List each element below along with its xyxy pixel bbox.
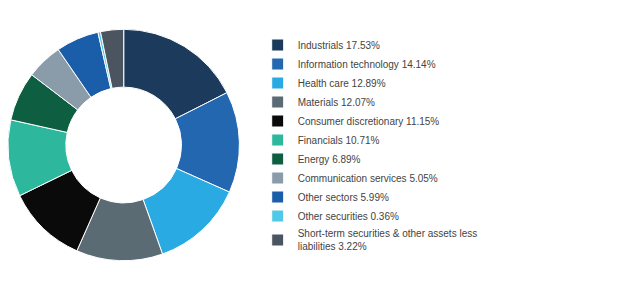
svg-text:Information technology 14.14%: Information technology 14.14% <box>298 59 436 70</box>
svg-text:Financials 10.71%: Financials 10.71% <box>298 135 380 146</box>
svg-text:Health care 12.89%: Health care 12.89% <box>298 78 386 89</box>
svg-text:Communication services 5.05%: Communication services 5.05% <box>298 173 438 184</box>
svg-text:Industrials 17.53%: Industrials 17.53% <box>298 40 380 51</box>
svg-text:Consumer discretionary 11.15%: Consumer discretionary 11.15% <box>298 116 440 127</box>
svg-text:Materials 12.07%: Materials 12.07% <box>298 97 375 108</box>
svg-text:Energy 6.89%: Energy 6.89% <box>298 154 361 165</box>
svg-text:Other securities 0.36%: Other securities 0.36% <box>298 211 399 222</box>
svg-text:Short-term securities & other: Short-term securities & other assets les… <box>298 228 478 252</box>
svg-text:Other sectors 5.99%: Other sectors 5.99% <box>298 192 389 203</box>
